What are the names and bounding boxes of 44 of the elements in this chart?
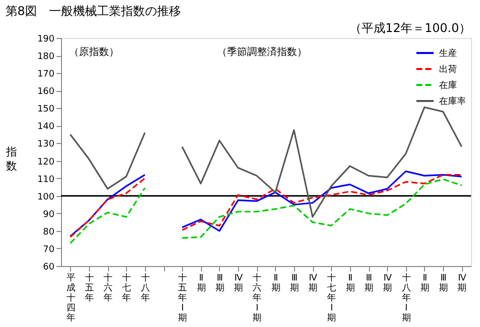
legend-label: 在庫 [439, 80, 457, 91]
y-tick-label: 120 [37, 157, 55, 168]
x-tick-label: Ⅲ期 [290, 274, 299, 294]
x-tick-label: Ⅱ期 [420, 274, 430, 294]
annotation: （原指数） [69, 46, 120, 58]
y-tick-label: 130 [37, 140, 55, 150]
x-tick-label: Ⅳ期 [234, 274, 244, 294]
x-tick-label: Ⅲ期 [364, 274, 374, 294]
x-tick-label: 十五年Ⅰ期 [178, 272, 188, 324]
x-tick-label: Ⅳ期 [458, 274, 468, 294]
x-tick-label: 十六年Ⅰ期 [252, 272, 262, 324]
x-tick-label: Ⅲ期 [215, 274, 224, 294]
x-tick-label: 十七年Ⅰ期 [327, 272, 336, 324]
x-tick-label: 十八年Ⅰ期 [402, 272, 411, 324]
legend-label: 在庫率 [439, 96, 466, 107]
y-tick-label: 160 [37, 87, 55, 98]
y-tick-label: 190 [37, 34, 55, 44]
x-tick-label: 十五年 [84, 272, 94, 304]
y-tick-label: 110 [37, 174, 55, 185]
y-tick-label: 140 [37, 122, 55, 132]
legend-label: 出荷 [439, 64, 457, 75]
chart-title: 第8図 一般機械工業指数の推移 [5, 4, 181, 18]
y-tick-label: 180 [37, 52, 55, 62]
y-axis-title: 指数 [4, 146, 17, 172]
x-tick-label: 十七年 [122, 272, 132, 304]
x-tick-label: Ⅲ期 [439, 274, 448, 294]
y-tick-label: 170 [37, 70, 55, 80]
x-tick-label: Ⅳ期 [308, 274, 318, 294]
annotation: （季節調整済指数） [216, 46, 307, 58]
x-tick-label: Ⅳ期 [383, 274, 392, 294]
y-tick-label: 70 [43, 244, 55, 255]
y-tick-label: 60 [43, 262, 55, 272]
x-tick-label: 十八年 [140, 272, 150, 304]
x-tick-label: Ⅱ期 [196, 274, 206, 294]
x-tick-label: Ⅱ期 [346, 274, 355, 294]
x-tick-label: Ⅱ期 [271, 274, 280, 294]
text: （平成12年＝100.0） [349, 21, 471, 35]
y-tick-label: 150 [37, 104, 55, 115]
x-tick-label: 十六年 [104, 272, 113, 304]
y-tick-label: 90 [43, 210, 55, 220]
x-tick-label: 平成十四年 [66, 274, 76, 324]
legend-label: 生産 [439, 48, 457, 59]
y-tick-label: 80 [43, 227, 55, 238]
y-tick-label: 100 [37, 192, 55, 202]
